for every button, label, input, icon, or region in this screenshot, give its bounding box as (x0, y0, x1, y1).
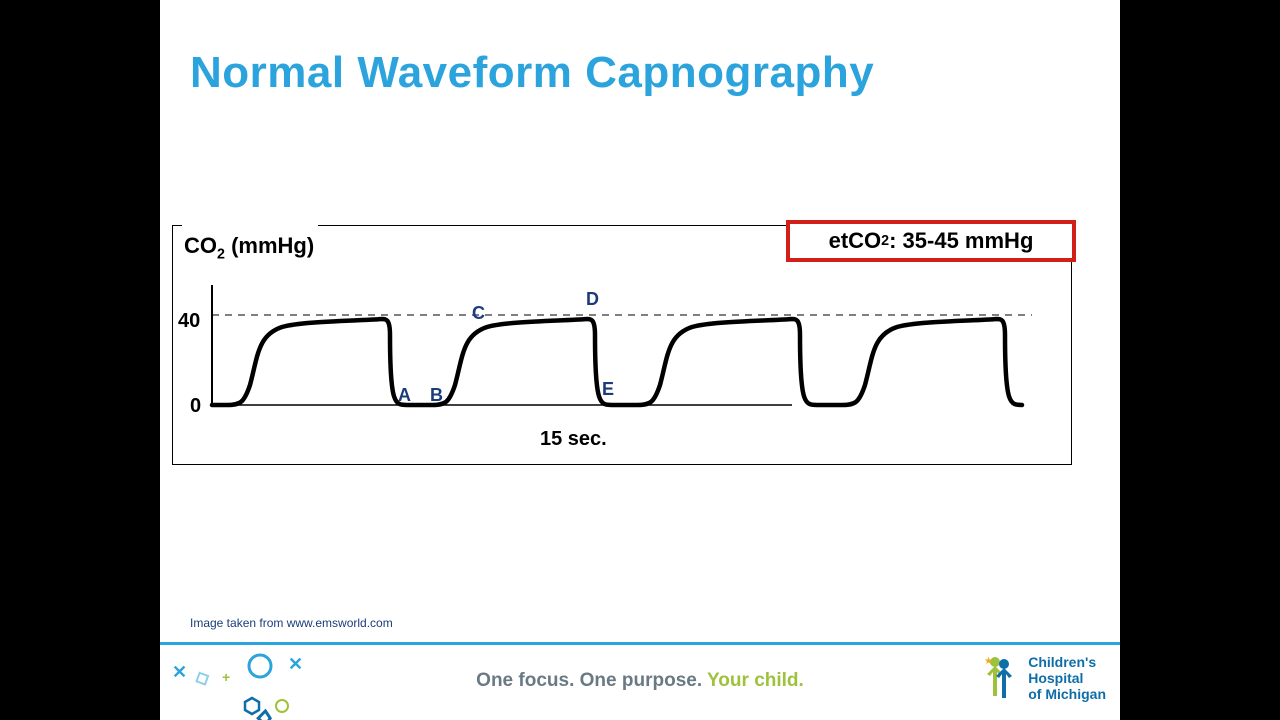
logo-text: Children's Hospital of Michigan (1028, 654, 1106, 702)
shape-plus-icon: + (222, 669, 230, 685)
x-axis-label: 15 sec. (540, 428, 607, 451)
slide: Normal Waveform Capnography CO2 (mmHg) e… (160, 0, 1120, 720)
footer-divider (160, 642, 1120, 645)
image-credit: Image taken from www.emsworld.com (190, 616, 393, 630)
etco2-callout: etCO2: 35-45 mmHg (786, 220, 1076, 262)
capnography-waveform (212, 319, 1022, 405)
y-tick-0: 0 (190, 395, 201, 418)
shape-circle-icon (249, 655, 271, 677)
logo-star-icon: ★ (984, 656, 993, 667)
decorative-shapes: ✕ + ✕ (160, 648, 380, 720)
shape-hexagon2-icon (245, 698, 259, 714)
logo-line-3: of Michigan (1028, 686, 1106, 702)
y-axis-label: CO2 (mmHg) (182, 225, 318, 264)
point-label-e: E (602, 379, 614, 400)
shape-hexagon-icon (258, 711, 270, 720)
logo-figures-icon: ★ (982, 654, 1020, 702)
shape-square-icon (197, 673, 209, 685)
logo-line-2: Hospital (1028, 670, 1106, 686)
point-label-a: A (398, 385, 411, 406)
point-label-c: C (472, 303, 485, 324)
point-label-b: B (430, 385, 443, 406)
shape-x2-icon: ✕ (288, 654, 303, 674)
shape-circle2-icon (276, 700, 288, 712)
hospital-logo: ★ Children's Hospital of Michigan (982, 654, 1106, 702)
tagline-part-3: Your child. (707, 670, 804, 691)
point-label-d: D (586, 289, 599, 310)
y-tick-40: 40 (178, 310, 200, 333)
logo-line-1: Children's (1028, 654, 1106, 670)
slide-title: Normal Waveform Capnography (190, 48, 874, 98)
shape-x-icon: ✕ (172, 662, 187, 682)
tagline-part-2: One purpose. (580, 670, 707, 691)
tagline-part-1: One focus. (476, 670, 579, 691)
